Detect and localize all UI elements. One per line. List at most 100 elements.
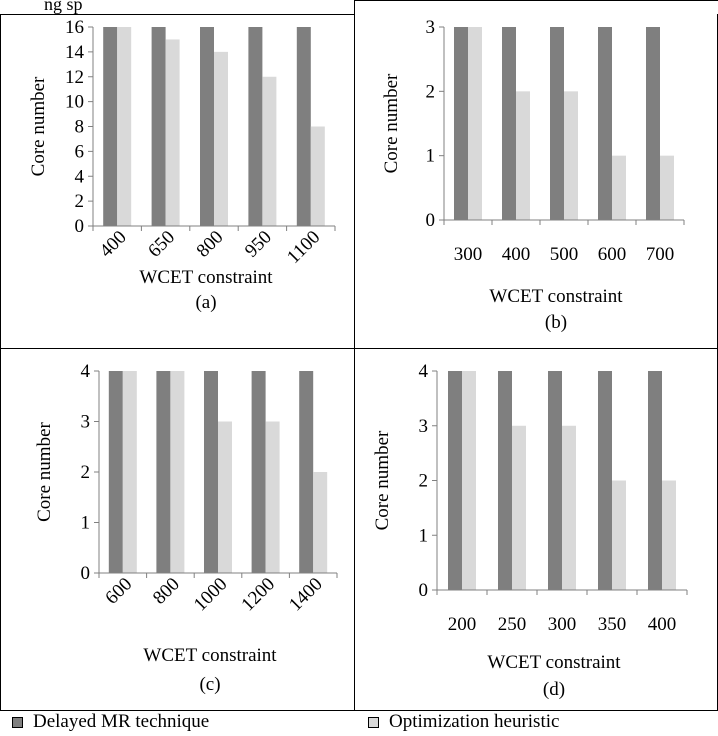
x-tick-label: 400 (502, 244, 531, 265)
x-tick-label: 950 (241, 227, 276, 262)
bar-optimization-700 (660, 155, 674, 220)
y-tick-label: 2 (81, 462, 91, 483)
y-tick-label: 3 (426, 17, 436, 38)
y-tick-label: 2 (426, 81, 436, 102)
bar-delayed-mr-300 (454, 27, 468, 220)
bar-delayed-mr-950 (248, 27, 263, 226)
x-tick-label: 400 (648, 614, 677, 635)
legend-swatch-delayed-mr (12, 716, 23, 728)
x-tick-label: 600 (598, 244, 627, 265)
bar-optimization-600 (612, 155, 626, 220)
y-tick-label: 1 (81, 513, 91, 534)
bar-delayed-mr-700 (646, 27, 660, 220)
bar-optimization-500 (564, 91, 578, 220)
y-tick-label: 14 (65, 42, 85, 63)
x-axis-label: WCET constraint (143, 645, 277, 666)
panel-label: (b) (545, 312, 567, 333)
y-tick-label: 4 (75, 166, 85, 187)
y-tick-label: 1 (426, 146, 436, 167)
header-fragment: ng sp (44, 0, 83, 14)
bar-delayed-mr-1100 (296, 27, 311, 226)
bar-delayed-mr-400 (502, 27, 516, 220)
y-axis-label: Core number (381, 73, 402, 173)
x-tick-label: 650 (144, 227, 179, 262)
chart-panel-4: 0 1 2 3 4 200 250 300 350 400 Core number WCET cons… (372, 361, 688, 700)
x-tick-label: 600 (101, 574, 136, 609)
x-axis-label: WCET constraint (489, 286, 623, 307)
bar-optimization-400 (662, 480, 676, 590)
bar-delayed-mr-1400 (299, 371, 314, 573)
panel-label: (a) (195, 292, 216, 313)
bar-delayed-mr-600 (598, 27, 612, 220)
legend-item-delayed-mr: Delayed MR technique (12, 711, 209, 733)
bar-delayed-mr-250 (498, 371, 512, 590)
chart-panel-2: 0 1 2 3 300 400 500 600 700 Core number WCET const… (381, 17, 685, 333)
y-tick-label: 0 (81, 563, 91, 584)
bar-optimization-800 (214, 51, 228, 226)
x-tick-label: 300 (548, 614, 577, 635)
x-tick-label: 300 (454, 244, 483, 265)
bar-optimization-400 (117, 27, 132, 226)
y-tick-label: 1 (419, 525, 429, 546)
y-tick-label: 3 (419, 416, 429, 437)
x-tick-label: 250 (498, 614, 527, 635)
bar-optimization-800 (170, 371, 185, 573)
x-tick-label: 1400 (285, 574, 327, 616)
bar-optimization-400 (516, 91, 530, 220)
bar-optimization-1400 (313, 472, 328, 573)
bar-optimization-250 (512, 425, 526, 590)
bar-optimization-1000 (218, 421, 232, 573)
bar-delayed-mr-500 (550, 27, 564, 220)
bar-delayed-mr-800 (156, 371, 171, 573)
y-tick-label: 0 (75, 216, 85, 237)
y-tick-label: 2 (75, 191, 85, 212)
y-axis-label: Core number (34, 421, 55, 521)
chart-panel-1: 0 2 4 6 8 10 12 14 16 400 650 800 950 1100 Core number… (28, 17, 336, 313)
bar-optimization-300 (468, 27, 482, 220)
legend-item-optimization: Optimization heuristic (368, 711, 559, 733)
bar-optimization-350 (612, 480, 626, 590)
x-tick-label: 1100 (283, 227, 324, 268)
bar-optimization-650 (165, 39, 180, 226)
x-tick-label: 500 (550, 244, 579, 265)
x-tick-label: 800 (149, 574, 184, 609)
legend: Delayed MR technique Optimization heuris… (0, 711, 718, 736)
x-tick-label: 400 (96, 227, 131, 262)
bar-delayed-mr-200 (448, 371, 462, 590)
y-tick-label: 0 (426, 210, 436, 231)
y-tick-label: 16 (65, 17, 84, 38)
bar-delayed-mr-650 (151, 27, 166, 226)
panel-label: (c) (199, 674, 220, 695)
y-tick-label: 12 (65, 67, 84, 88)
y-tick-label: 0 (419, 580, 429, 601)
legend-label-optimization: Optimization heuristic (389, 711, 560, 732)
legend-swatch-optimization (368, 716, 379, 728)
bar-optimization-1200 (265, 421, 280, 573)
bar-optimization-200 (462, 371, 476, 590)
y-axis-label: Core number (372, 430, 393, 530)
x-tick-label: 350 (598, 614, 627, 635)
chart-panel-3: 0 1 2 3 4 600 800 1000 1200 1400 Core number WCET c… (34, 361, 338, 695)
bar-optimization-1100 (310, 126, 325, 226)
x-tick-label: 800 (193, 227, 228, 262)
y-axis-label: Core number (28, 76, 49, 176)
x-tick-label: 200 (448, 614, 477, 635)
bar-optimization-300 (562, 425, 576, 590)
x-tick-label: 1200 (237, 574, 279, 616)
bar-delayed-mr-1000 (204, 371, 218, 573)
bar-delayed-mr-800 (200, 27, 214, 226)
y-tick-label: 4 (81, 361, 91, 382)
bar-delayed-mr-1200 (251, 371, 266, 573)
panel-label: (d) (543, 679, 565, 700)
y-tick-label: 10 (65, 92, 84, 113)
bar-optimization-600 (122, 371, 137, 573)
x-tick-label: 1000 (190, 574, 232, 616)
y-tick-label: 8 (75, 117, 85, 138)
x-axis-label: WCET constraint (139, 267, 273, 288)
bar-delayed-mr-300 (548, 371, 562, 590)
x-tick-label: 700 (646, 244, 675, 265)
bar-delayed-mr-400 (648, 371, 662, 590)
y-tick-label: 2 (419, 471, 429, 492)
